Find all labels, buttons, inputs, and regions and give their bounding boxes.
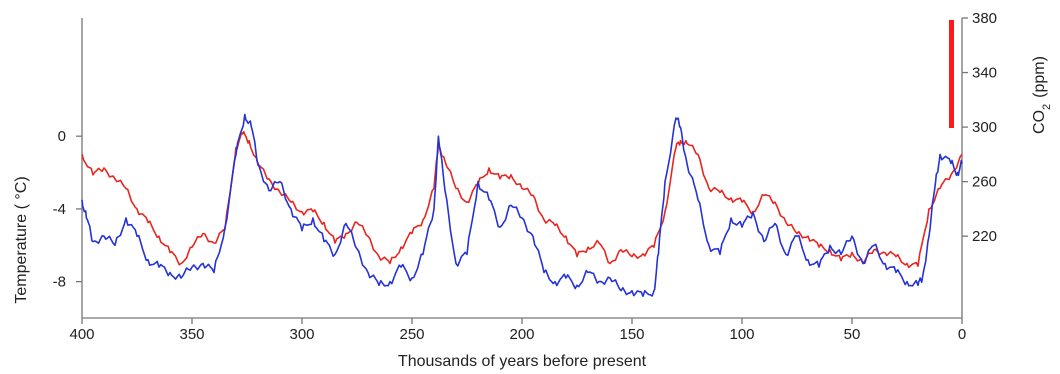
y-left-tick-label: -8	[53, 274, 66, 291]
x-tick-label: 300	[289, 326, 314, 343]
y-axis-right-label-sub: 2	[1041, 104, 1053, 110]
y-axis-right-label-main: CO	[1031, 110, 1048, 134]
y-ticks-right: 380 340 300 260 220	[962, 10, 997, 245]
y-right-tick-label: 300	[972, 119, 997, 136]
x-tick-label: 50	[844, 326, 861, 343]
x-ticks: 400 350 300 250 200 150 100 50 0	[69, 318, 966, 343]
y-left-tick-label: 0	[58, 128, 66, 145]
y-right-tick-label: 260	[972, 174, 997, 191]
x-tick-label: 100	[729, 326, 754, 343]
y-right-tick-label: 380	[972, 10, 997, 27]
series-layer	[81, 113, 963, 297]
x-tick-label: 0	[958, 326, 966, 343]
x-axis-label: Thousands of years before present	[398, 353, 647, 370]
temperature-series-line	[81, 113, 963, 297]
y-right-tick-label: 340	[972, 65, 997, 82]
x-tick-label: 250	[399, 326, 424, 343]
y-left-tick-label: -4	[53, 201, 66, 218]
y-right-tick-label: 220	[972, 228, 997, 245]
x-tick-label: 350	[179, 326, 204, 343]
x-tick-label: 200	[509, 326, 534, 343]
y-ticks-left: 0 -4 -8	[53, 128, 82, 291]
y-axis-right-label-unit: (ppm)	[1031, 56, 1048, 98]
svg-text:CO2(ppm): CO2 (ppm)	[1031, 56, 1053, 134]
y-axis-right-label: CO2 (ppm)	[1031, 56, 1053, 134]
x-tick-label: 150	[619, 326, 644, 343]
y-axis-left-label: Temperature ( °C)	[13, 176, 30, 303]
x-tick-label: 400	[69, 326, 94, 343]
co2-modern-bar	[949, 20, 954, 128]
